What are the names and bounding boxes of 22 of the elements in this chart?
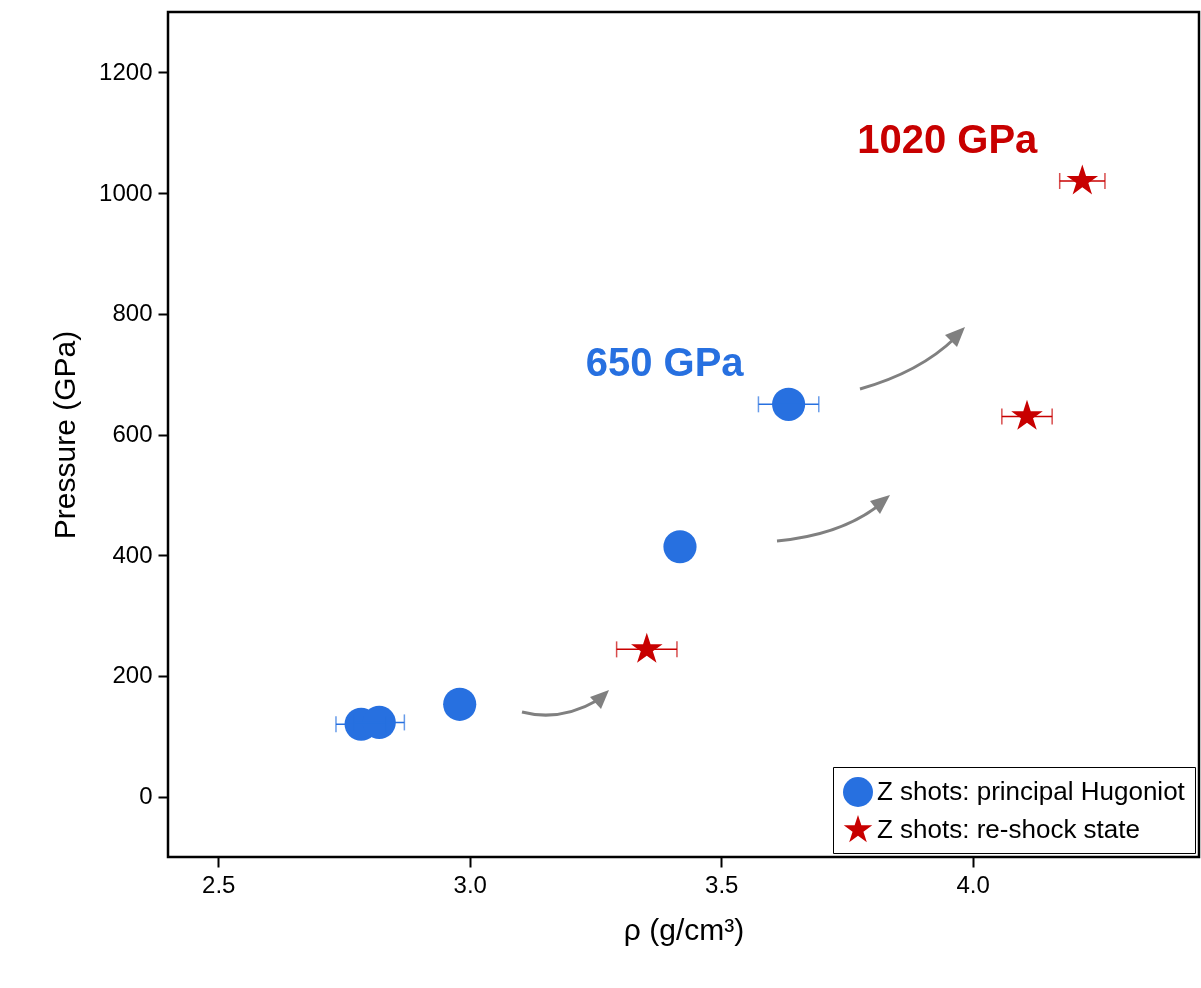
x-tick-label: 3.0 xyxy=(453,870,487,898)
x-tick-label: 3.5 xyxy=(705,870,739,898)
y-tick-label: 1200 xyxy=(99,57,153,85)
y-tick-label: 400 xyxy=(112,540,153,568)
point xyxy=(443,687,477,721)
point xyxy=(631,632,663,663)
point xyxy=(1011,399,1043,430)
x-axis-title: ρ (g/cm³) xyxy=(623,912,745,946)
annotation: 650 GPa xyxy=(585,340,745,385)
x-tick-label: 2.5 xyxy=(202,870,236,898)
y-tick-label: 200 xyxy=(112,661,153,689)
legend-label: Z shots: re-shock state xyxy=(877,814,1140,844)
y-axis-title: Pressure (GPa) xyxy=(48,330,82,540)
y-tick-label: 600 xyxy=(112,420,153,447)
point xyxy=(663,530,697,564)
y-tick-label: 800 xyxy=(112,299,153,327)
y-tick-label: 1000 xyxy=(99,178,153,206)
y-tick-label: 0 xyxy=(139,782,153,810)
x-tick-label: 4.0 xyxy=(956,870,990,898)
annotation: 1020 GPa xyxy=(857,117,1039,161)
legend-label: Z shots: principal Hugoniot xyxy=(877,776,1186,806)
point xyxy=(772,387,806,421)
